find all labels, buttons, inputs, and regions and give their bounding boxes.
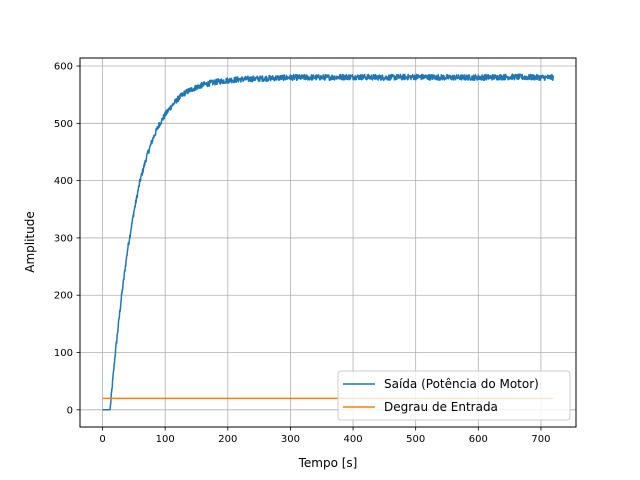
grid <box>80 58 576 427</box>
x-tick-label: 100 <box>156 434 175 445</box>
legend-label-output: Saída (Potência do Motor) <box>384 377 539 391</box>
legend-label-input: Degrau de Entrada <box>384 400 498 414</box>
legend: Saída (Potência do Motor) Degrau de Entr… <box>337 370 571 421</box>
x-tick-label: 700 <box>531 434 550 445</box>
y-tick-label: 300 <box>54 233 73 244</box>
series-line-output <box>102 73 555 411</box>
y-tick-label: 500 <box>54 119 73 130</box>
x-tick-label: 600 <box>469 434 488 445</box>
x-tick-label: 0 <box>99 434 105 445</box>
x-tick-label: 500 <box>406 434 425 445</box>
x-axis-label: Tempo [s] <box>298 456 358 470</box>
x-tick-label: 300 <box>281 434 300 445</box>
x-tick-label: 400 <box>344 434 363 445</box>
legend-box <box>337 370 571 421</box>
y-axis-label: Amplitude <box>23 211 37 273</box>
x-tick-label: 200 <box>218 434 237 445</box>
y-tick-label: 400 <box>54 176 73 187</box>
y-tick-label: 200 <box>54 291 73 302</box>
y-tick-label: 0 <box>67 405 73 416</box>
plot-frame <box>79 57 577 428</box>
y-tick-label: 100 <box>54 348 73 359</box>
ticks: 0 100 200 300 400 500 600 700 0 100 200 300 400 500 60… <box>54 62 551 445</box>
y-tick-label: 600 <box>54 62 73 73</box>
